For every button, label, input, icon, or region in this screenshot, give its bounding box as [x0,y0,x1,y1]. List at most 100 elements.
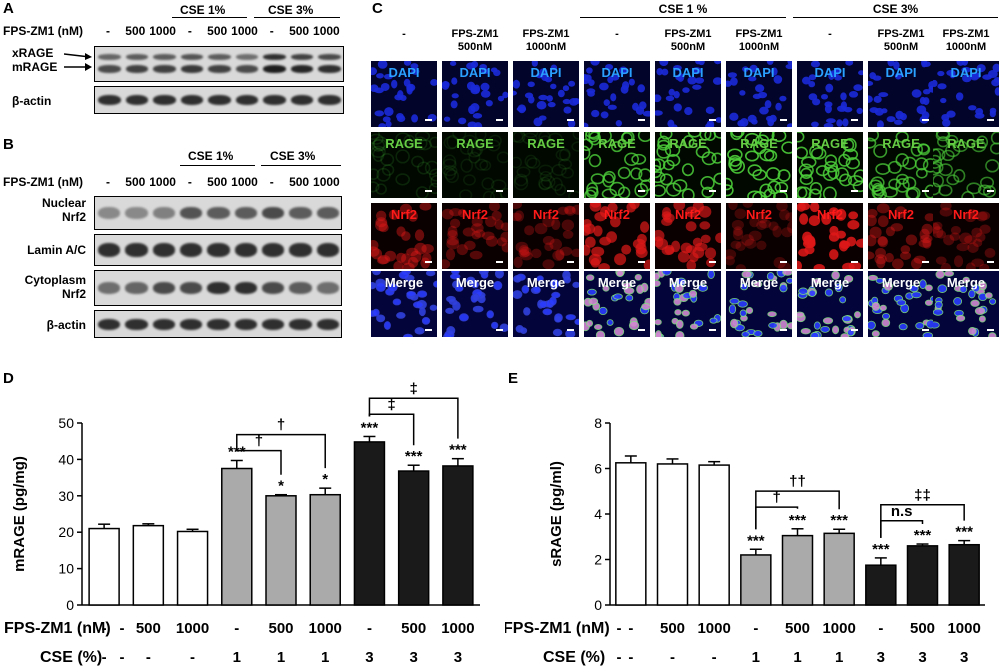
cell-nucleus [557,206,569,215]
cell-nucleus [991,79,999,87]
significance-mark: *** [449,442,467,459]
micro-cell-image [513,132,579,198]
scale-bar [709,329,716,331]
cell-nucleus [552,328,563,337]
micro-cell-image [797,132,863,198]
cell-nucleus [449,218,461,229]
cell-nucleus [924,299,933,306]
cell-nucleus [994,87,999,96]
cell-nucleus [417,139,433,151]
cell-nucleus [451,93,459,99]
cell-nucleus [979,176,995,189]
scale-bar [851,190,858,192]
cell-nucleus [922,237,932,249]
cytoplasm-text: Cytoplasm [24,273,86,287]
cell-nucleus [985,292,993,299]
cell-nucleus [479,63,487,70]
y-tick-label: 4 [594,506,602,522]
blot-a-cse3-label: CSE 3% [268,3,314,17]
cell-nucleus [524,92,534,99]
blot-band [290,54,314,60]
micro-channel-label: Merge [526,275,566,290]
micro-channel-label: Merge [739,275,779,290]
cell-nucleus [853,84,863,91]
cell-nucleus [940,97,947,104]
cell-nucleus [371,181,380,193]
y-tick-label: 8 [594,415,602,431]
cell-nucleus [542,215,555,228]
cell-nucleus [478,271,489,276]
comparison-bracket [755,490,840,530]
cell-nucleus [591,109,600,118]
cell-nucleus [586,274,595,281]
cell-nucleus [459,189,473,198]
cell-nucleus [388,209,400,220]
micro-cell-image [655,203,721,269]
cell-nucleus [813,321,821,330]
cell-nucleus [425,271,436,277]
micro-channel-label: RAGE [598,136,636,151]
cell-nucleus [846,236,857,247]
row-value-fps: 500 [268,620,293,637]
cell-nucleus [868,234,877,247]
row-label-fps: FPS-ZM1 (nM) [4,620,111,637]
cell-nucleus [895,178,910,193]
cell-nucleus [918,239,932,248]
cell-nucleus [590,173,605,185]
micro-channel-label: RAGE [385,136,423,151]
y-tick-label: 20 [58,524,74,540]
cell-nucleus [655,279,661,287]
cell-nucleus [890,223,904,232]
scale-bar [425,261,432,263]
cell-nucleus [687,76,697,85]
cell-nucleus [555,248,565,261]
micro-channel-label: Nrf2 [952,207,979,222]
micro-column-header: - [580,28,654,41]
cell-nucleus [661,211,672,220]
cell-nucleus [591,246,605,257]
blot-band [316,282,339,294]
blot-band [316,319,339,330]
blot-b-nuclear-nrf2-blot [94,196,342,230]
cell-nucleus [442,80,450,90]
cell-nucleus [894,206,907,218]
bar [740,554,772,606]
cell-nucleus [878,92,889,98]
cell-nucleus [787,221,792,234]
cell-nucleus [552,250,565,261]
micro-channel-label: RAGE [669,136,707,151]
scale-bar [709,190,716,192]
cell-nucleus [519,246,532,257]
cell-nucleus [715,117,721,123]
cell-nucleus [493,69,501,77]
cell-nucleus [748,76,757,82]
micro-channel-label: RAGE [527,136,565,151]
lane-label: 500 [289,175,310,189]
row-value-cse: 3 [409,649,417,666]
cell-nucleus [959,232,973,245]
cell-nucleus [978,315,986,323]
cell-nucleus [452,132,467,140]
cell-nucleus [486,139,501,152]
cell-nucleus [953,169,966,183]
cell-nucleus [968,289,976,299]
cell-nucleus [811,121,819,127]
micro-cell-image [933,271,999,337]
lane-label: 1000 [149,175,176,189]
blot-band [234,207,257,219]
cell-nucleus [568,190,579,198]
micro-cell-image [726,271,792,337]
significance-mark: *** [914,527,932,544]
cell-nucleus [391,79,398,89]
blot-b-cse1-label: CSE 1% [188,149,234,163]
cell-nucleus [410,63,419,70]
cell-nucleus [593,225,603,237]
cell-nucleus [464,240,476,251]
micro-cell-image [442,271,508,337]
cell-nucleus [759,148,775,162]
micro-channel-label: DAPI [672,65,704,80]
cell-nucleus [728,304,737,315]
blot-b-lamin-label: Lamin A/C [27,243,86,257]
cell-nucleus [825,83,834,93]
cell-nucleus [940,262,952,269]
